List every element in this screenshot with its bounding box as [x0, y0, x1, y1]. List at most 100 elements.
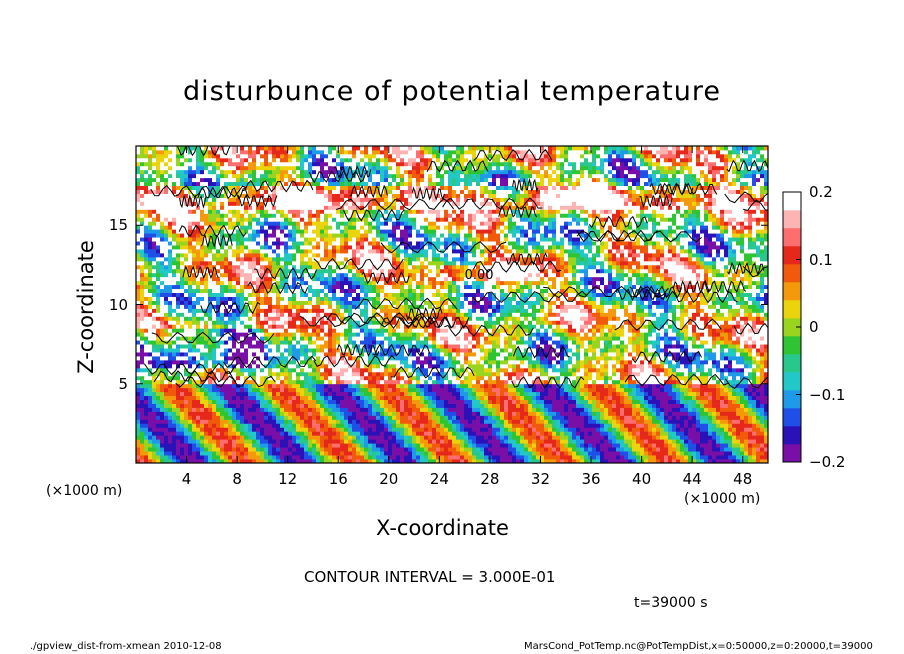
heatmap-cell	[300, 459, 305, 463]
heatmap-cell	[496, 383, 501, 389]
heatmap-cell	[320, 395, 325, 400]
heatmap-cell	[680, 455, 685, 460]
heatmap-cell	[272, 367, 277, 373]
heatmap-cell	[616, 403, 621, 408]
heatmap-cell	[468, 459, 473, 463]
heatmap-cell	[424, 391, 429, 397]
heatmap-cell	[576, 439, 581, 444]
heatmap-cell	[280, 439, 285, 444]
heatmap-cell	[232, 447, 237, 452]
heatmap-cell	[384, 439, 389, 444]
heatmap-cell	[148, 427, 153, 432]
heatmap-cell	[180, 447, 185, 452]
heatmap-cell	[660, 427, 665, 432]
heatmap-cell	[168, 431, 173, 436]
heatmap-cell	[172, 399, 177, 404]
heatmap-cell	[360, 371, 365, 377]
heatmap-cell	[460, 407, 465, 412]
heatmap-cell	[696, 387, 701, 393]
heatmap-cell	[160, 439, 165, 444]
heatmap-cell	[364, 455, 369, 460]
heatmap-cell	[372, 356, 377, 361]
heatmap-cell	[744, 356, 749, 361]
heatmap-cell	[380, 359, 385, 365]
heatmap-cell	[660, 455, 665, 460]
heatmap-cell	[712, 340, 717, 345]
heatmap-cell	[344, 371, 349, 377]
heatmap-cell	[332, 367, 337, 373]
heatmap-cell	[372, 336, 377, 341]
heatmap-cell	[180, 379, 185, 385]
heatmap-cell	[312, 399, 317, 404]
heatmap-cell	[280, 395, 285, 400]
heatmap-cell	[560, 411, 565, 416]
heatmap-cell	[580, 391, 585, 397]
heatmap-cell	[608, 403, 613, 408]
heatmap-cell	[748, 383, 753, 389]
heatmap-cell	[188, 344, 193, 349]
heatmap-cell	[192, 423, 197, 428]
heatmap-cell	[672, 447, 677, 452]
heatmap-cell	[360, 411, 365, 416]
heatmap-cell	[440, 352, 445, 357]
heatmap-cell	[712, 443, 717, 448]
heatmap-cell	[756, 387, 761, 393]
heatmap-cell	[292, 415, 297, 420]
heatmap-cell	[588, 356, 593, 361]
heatmap-cell	[212, 407, 217, 412]
heatmap-cell	[736, 455, 741, 460]
heatmap-cell	[328, 455, 333, 460]
heatmap-cell	[476, 340, 481, 345]
heatmap-cell	[604, 407, 609, 412]
heatmap-cell	[468, 411, 473, 416]
heatmap-cell	[484, 443, 489, 448]
heatmap-cell	[348, 419, 353, 424]
heatmap-cell	[140, 336, 145, 341]
heatmap-cell	[272, 336, 277, 341]
heatmap-cell	[552, 356, 557, 361]
heatmap-cell	[448, 375, 453, 381]
heatmap-cell	[448, 431, 453, 436]
heatmap-cell	[372, 443, 377, 448]
heatmap-cell	[724, 419, 729, 424]
heatmap-cell	[424, 443, 429, 448]
heatmap-cell	[740, 459, 745, 463]
heatmap-cell	[520, 391, 525, 397]
heatmap-cell	[264, 451, 269, 456]
heatmap-cell	[644, 383, 649, 389]
heatmap-cell	[636, 403, 641, 408]
heatmap-cell	[164, 352, 169, 357]
heatmap-cell	[492, 443, 497, 448]
heatmap-cell	[552, 455, 557, 460]
heatmap-cell	[512, 344, 517, 349]
heatmap-cell	[560, 439, 565, 444]
heatmap-cell	[196, 407, 201, 412]
heatmap-cell	[468, 415, 473, 420]
heatmap-cell	[220, 367, 225, 373]
heatmap-cell	[384, 336, 389, 341]
heatmap-cell	[764, 395, 768, 400]
heatmap-cell	[176, 443, 181, 448]
heatmap-cell	[600, 435, 605, 440]
heatmap-cell	[696, 395, 701, 400]
heatmap-cell	[440, 415, 445, 420]
heatmap-cell	[680, 391, 685, 397]
heatmap-cell	[724, 451, 729, 456]
heatmap-cell	[596, 459, 601, 463]
heatmap-cell	[412, 359, 417, 365]
heatmap-cell	[276, 423, 281, 428]
heatmap-cell	[692, 423, 697, 428]
heatmap-cell	[380, 344, 385, 349]
heatmap-cell	[668, 431, 673, 436]
heatmap-cell	[608, 451, 613, 456]
heatmap-cell	[536, 403, 541, 408]
heatmap-cell	[432, 459, 437, 463]
heatmap-cell	[140, 383, 145, 389]
heatmap-cell	[660, 447, 665, 452]
heatmap-cell	[460, 395, 465, 400]
heatmap-cell	[172, 419, 177, 424]
heatmap-cell	[448, 387, 453, 393]
heatmap-cell	[740, 352, 745, 357]
heatmap-cell	[460, 344, 465, 349]
heatmap-cell	[428, 383, 433, 389]
